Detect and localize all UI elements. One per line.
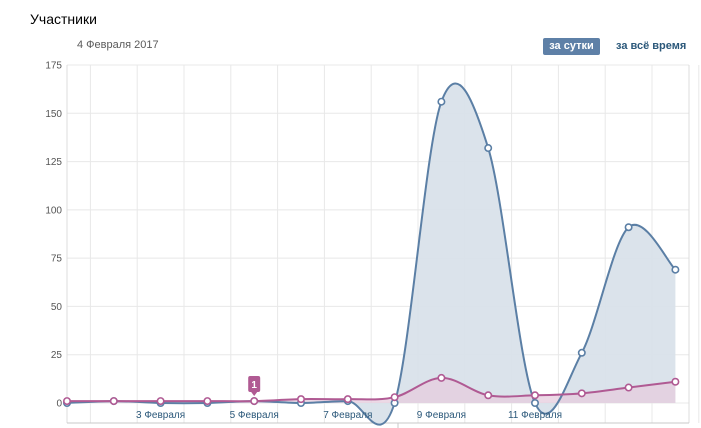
data-point	[671, 265, 680, 274]
x-axis-ticks: 3 Февраля 5 Февраля 7 Февраля 9 Февраля 11 Ф…	[136, 410, 562, 421]
data-point	[671, 377, 680, 386]
data-point	[530, 398, 539, 407]
data-point	[577, 348, 586, 357]
data-point	[484, 144, 493, 153]
y-tick-label: 75	[51, 254, 63, 265]
y-tick-label: 125	[45, 157, 62, 168]
series-line-1	[66, 82, 677, 426]
data-point	[250, 397, 259, 406]
data-point	[624, 223, 633, 232]
x-tick-label: 7 Февраля	[323, 410, 372, 421]
tooltip-arrow	[251, 392, 258, 396]
data-point	[109, 397, 118, 406]
hover-tooltip: 1	[248, 376, 261, 396]
y-tick-label: 25	[51, 350, 63, 361]
x-tick-label: 3 Февраля	[136, 410, 185, 421]
current-date: 4 Февраля 2017	[77, 39, 159, 51]
x-tick-label: 9 Февраля	[417, 410, 466, 421]
data-point	[296, 395, 305, 404]
data-point	[437, 97, 446, 106]
data-point	[437, 373, 446, 382]
y-tick-label: 100	[45, 205, 62, 216]
data-point	[62, 397, 71, 406]
data-point	[343, 395, 352, 404]
page-title: Участники	[30, 11, 97, 27]
y-tick-label: 175	[45, 61, 62, 72]
period-all-time-button[interactable]: за всё время	[616, 40, 687, 52]
y-axis-ticks: 0 25 50 75 100 125 150 175	[45, 61, 62, 410]
data-point	[390, 393, 399, 402]
data-point	[530, 391, 539, 400]
x-tick-label: 5 Февраля	[230, 410, 279, 421]
x-tick-label: 11 Февраля	[508, 410, 562, 421]
tooltip-badge	[248, 376, 261, 392]
chart-points	[62, 97, 680, 407]
tooltip-value: 1	[251, 380, 257, 391]
y-tick-label: 0	[56, 399, 62, 410]
data-point	[203, 397, 212, 406]
period-day-button[interactable]: за сутки	[543, 38, 600, 55]
data-point	[577, 389, 586, 398]
data-point	[484, 391, 493, 400]
data-point	[624, 383, 633, 392]
y-tick-label: 150	[45, 109, 62, 120]
data-point	[156, 397, 165, 406]
y-tick-label: 50	[51, 302, 63, 313]
